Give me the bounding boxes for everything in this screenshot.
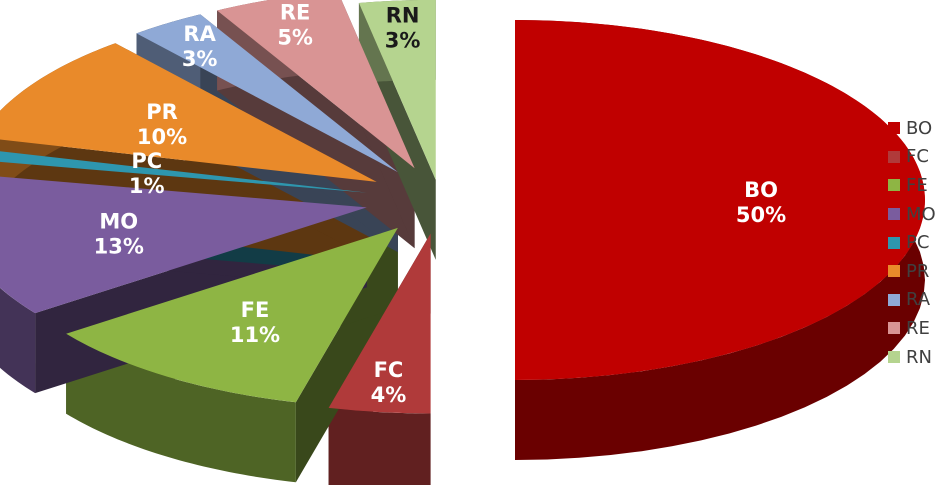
legend-swatch [888,208,900,221]
slice-category-label: RE [280,1,311,25]
slice-percent-label: 11% [230,323,280,347]
legend-swatch [888,179,900,192]
legend-label: PC [906,232,930,254]
legend-label: RA [906,289,931,311]
legend-label: FE [906,174,928,196]
legend-label: PR [906,260,930,282]
slice-category-label: PR [146,100,178,124]
pie-slice-fe [66,227,398,403]
slice-side-mo [0,287,36,394]
legend-label: RN [906,346,932,368]
slice-percent-label: 3% [385,29,421,53]
legend-item-fc: FC [888,143,942,172]
pie-slice-ra [136,14,398,173]
slice-tops-group [0,0,925,414]
legend-swatch [888,322,900,335]
slice-category-label: RN [386,4,420,28]
slice-side-fc [328,407,431,485]
pie-slice-pc [0,151,367,193]
legend-item-bo: BO [888,114,942,143]
legend-swatch [888,150,900,163]
legend-swatch [888,236,900,249]
slice-percent-label: 5% [277,26,313,50]
legend-item-pc: PC [888,228,942,257]
slice-category-label: PC [131,149,162,173]
legend-label: RE [906,317,930,339]
legend-item-re: RE [888,314,942,343]
legend-label: FC [906,146,929,168]
slice-category-label: BO [744,178,778,202]
slice-percent-label: 13% [94,235,144,259]
slice-category-label: MO [99,210,138,234]
slice-percent-label: 4% [371,383,407,407]
slice-side-fe [66,333,296,483]
pie-slice-mo [0,176,367,314]
slice-percent-label: 3% [182,47,218,71]
slice-category-label: FE [241,298,270,322]
legend-label: MO [906,203,936,225]
pie-slice-bo [515,20,925,380]
slice-category-label: RA [183,22,216,46]
slice-category-label: FC [374,358,404,382]
legend: BO FC FE MO PC PR RA RE RN [888,114,942,371]
legend-swatch [888,122,900,135]
pie-slice-re [217,0,415,169]
slice-percent-label: 1% [129,174,165,198]
legend-item-fe: FE [888,171,942,200]
legend-item-ra: RA [888,286,942,315]
legend-label: BO [906,117,933,139]
legend-item-mo: MO [888,200,942,229]
pie-slice-pr [0,43,377,182]
pie-slice-fc [328,233,431,414]
pie-slice-rn [358,0,436,180]
slice-percent-label: 10% [137,125,187,149]
legend-item-pr: PR [888,257,942,286]
slice-percent-label: 50% [736,203,786,227]
legend-swatch [888,265,900,278]
legend-swatch [888,351,900,364]
legend-item-rn: RN [888,343,942,372]
legend-swatch [888,293,900,306]
